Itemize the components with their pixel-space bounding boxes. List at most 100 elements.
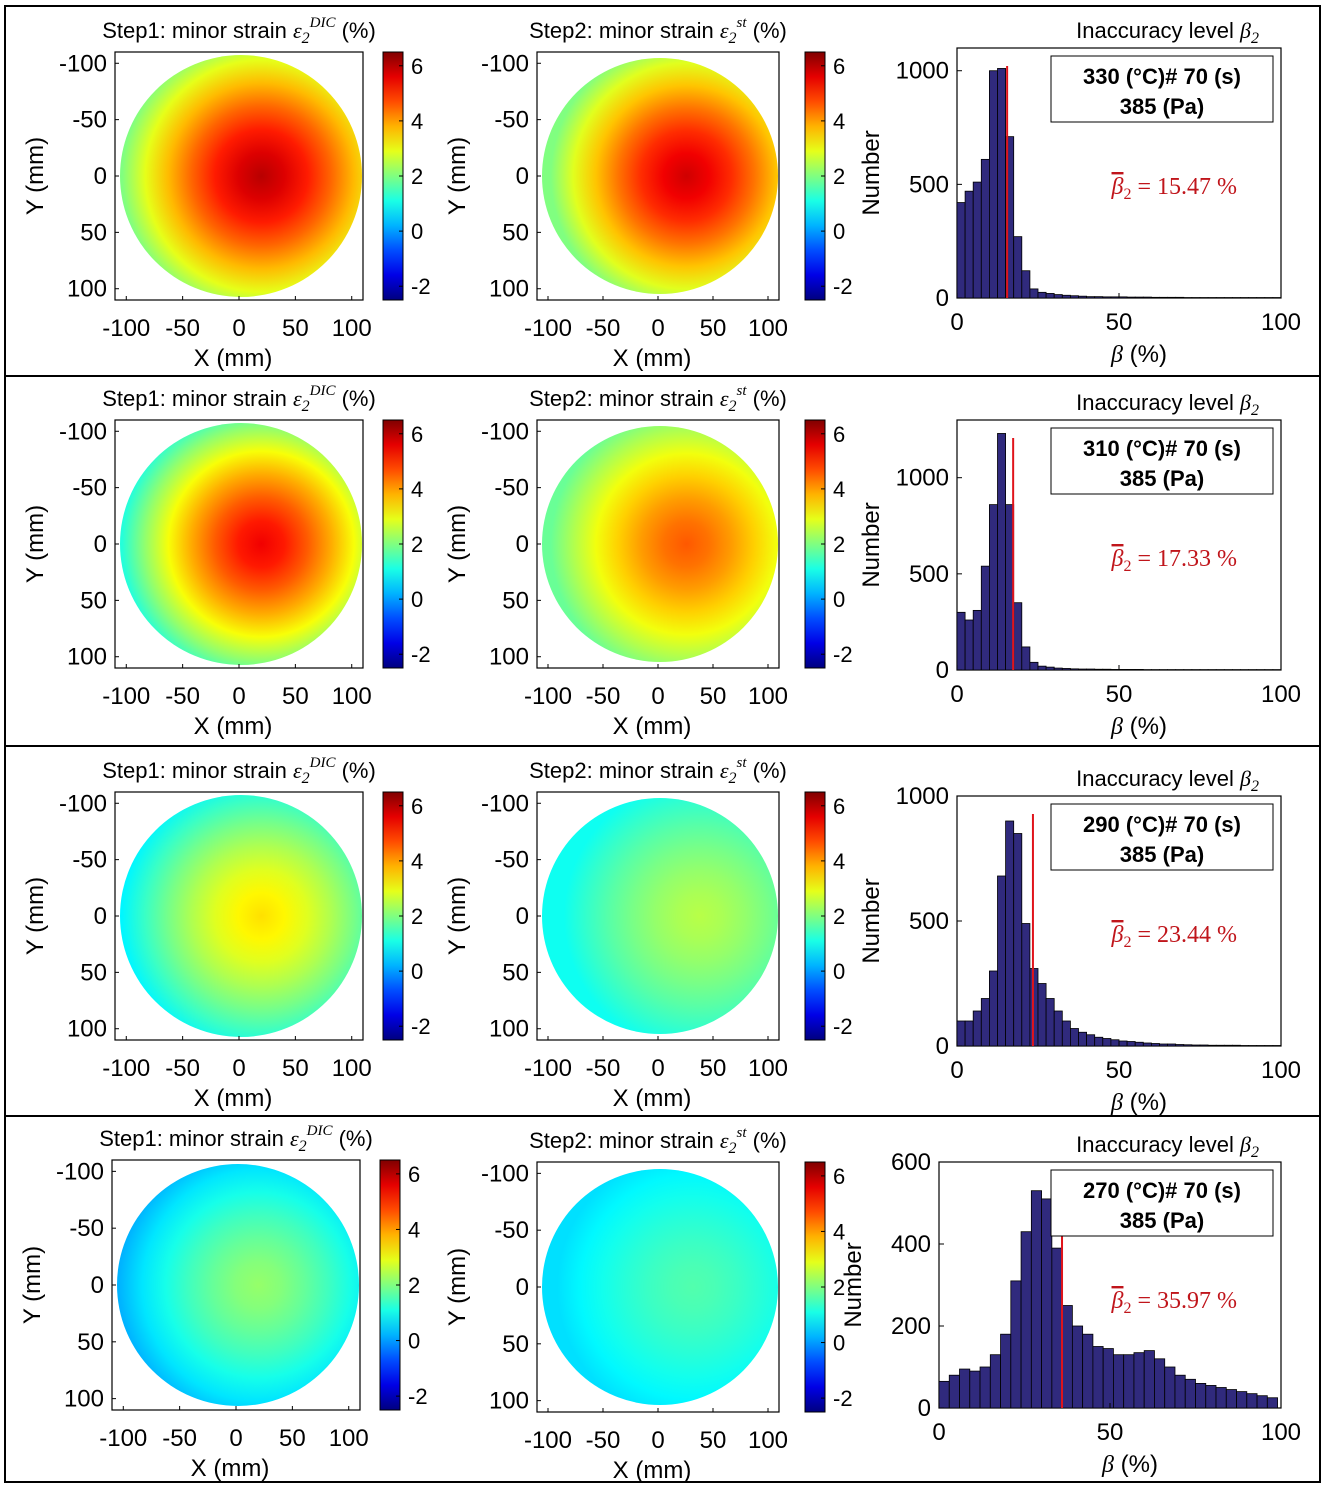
hist-bar xyxy=(1092,1346,1104,1409)
y-tick-label: -100 xyxy=(481,790,529,817)
dic-map-title: Step1: minor strain ε2DIC (%) xyxy=(102,15,376,47)
colorbar-tick-label: 2 xyxy=(833,532,845,557)
dic-map-title: Step1: minor strain ε2DIC (%) xyxy=(99,1123,373,1155)
hist-bar xyxy=(1183,1044,1193,1047)
hist-bar xyxy=(1123,1354,1135,1409)
hist-bar xyxy=(1236,1391,1248,1409)
hist-bar xyxy=(1215,1044,1225,1047)
hist-bar xyxy=(1175,296,1185,299)
hist-bar xyxy=(989,970,998,1047)
y-axis-label: Y (mm) xyxy=(444,877,471,955)
hist-bar xyxy=(1021,646,1031,671)
x-tick-label: -100 xyxy=(102,683,150,710)
x-axis-label: X (mm) xyxy=(191,1455,270,1482)
hist-bar xyxy=(969,1370,981,1409)
y-tick-label: 0 xyxy=(94,903,107,930)
hist-bar xyxy=(1159,296,1168,299)
x-tick-label: -50 xyxy=(165,1055,200,1082)
x-tick-label: -50 xyxy=(165,315,200,342)
hist-bar xyxy=(1045,666,1055,671)
colorbar-tick-label: 0 xyxy=(408,1329,420,1354)
colorbar-tick-label: -2 xyxy=(411,274,431,299)
hist-bar xyxy=(964,1020,974,1047)
hist-bar xyxy=(1223,1044,1233,1047)
hist-bar xyxy=(1013,602,1023,671)
legend-line-2: 385 (Pa) xyxy=(1120,94,1204,119)
y-tick-label: 0 xyxy=(936,657,949,684)
hist-bar xyxy=(1142,1042,1152,1047)
y-tick-label: 100 xyxy=(67,276,107,303)
hist-bar xyxy=(938,1380,950,1409)
median-annotation: β2 = 35.97 % xyxy=(1111,1288,1237,1317)
st-map-title: Step2: minor strain ε2st (%) xyxy=(529,15,787,47)
x-tick-label: 0 xyxy=(950,681,963,708)
colorbar-tick-label: 6 xyxy=(411,422,423,447)
hist-bar xyxy=(964,619,974,671)
hist-bar xyxy=(1078,295,1087,299)
x-tick-label: -100 xyxy=(524,683,572,710)
row-frame xyxy=(4,1115,1321,1483)
hist-bar xyxy=(1094,296,1104,299)
hist-title: Inaccuracy level β2 xyxy=(1076,766,1259,795)
colorbar-tick-label: -2 xyxy=(833,1386,853,1411)
dic-strain-map: Step1: minor strain ε2DIC (%) -100 -50 0 50 1… xyxy=(22,383,431,740)
strain-field xyxy=(120,423,362,665)
y-tick-label: 50 xyxy=(502,1331,529,1358)
x-tick-label: 50 xyxy=(1097,1419,1124,1446)
hist-bar xyxy=(1142,296,1152,299)
hist-bar xyxy=(1191,1044,1201,1047)
legend-line-1: 310 (°C)# 70 (s) xyxy=(1083,436,1241,461)
hist-bar xyxy=(1102,1038,1112,1047)
colorbar-tick-label: 6 xyxy=(833,1164,845,1189)
colorbar-tick-label: 6 xyxy=(833,54,845,79)
y-axis-label: Y (mm) xyxy=(444,505,471,583)
y-tick-label: -100 xyxy=(481,418,529,445)
x-tick-label: -50 xyxy=(162,1425,197,1452)
hist-title: Inaccuracy level β2 xyxy=(1076,390,1259,419)
hist-bar xyxy=(1272,1045,1282,1047)
hist-bar xyxy=(1094,1036,1104,1047)
y-tick-label: 50 xyxy=(502,219,529,246)
x-tick-label: 50 xyxy=(1106,681,1133,708)
y-axis-label: Number xyxy=(858,502,885,587)
hist-bar xyxy=(1078,1031,1087,1047)
x-tick-label: -100 xyxy=(102,1055,150,1082)
y-tick-label: -100 xyxy=(59,50,107,77)
x-tick-label: 50 xyxy=(1106,1057,1133,1084)
x-tick-label: 100 xyxy=(332,315,372,342)
hist-bar xyxy=(1010,1280,1022,1409)
colorbar-tick-label: 2 xyxy=(411,532,423,557)
y-axis-label: Y (mm) xyxy=(444,1248,471,1326)
y-tick-label: 100 xyxy=(67,644,107,671)
x-tick-label: 50 xyxy=(700,1427,727,1454)
dic-map-title: Step1: minor strain ε2DIC (%) xyxy=(102,383,376,415)
colorbar-tick-label: 0 xyxy=(411,219,423,244)
x-tick-label: 0 xyxy=(232,683,245,710)
y-tick-label: 50 xyxy=(80,587,107,614)
hist-bar xyxy=(1005,820,1015,1047)
y-tick-label: 500 xyxy=(909,561,949,588)
st-map-title: Step2: minor strain ε2st (%) xyxy=(529,755,787,787)
x-axis-label: β (%) xyxy=(1110,713,1167,740)
hist-bar xyxy=(1053,667,1063,671)
colorbar-tick-label: 2 xyxy=(833,1275,845,1300)
strain-field xyxy=(542,1169,778,1405)
hist-bar xyxy=(1110,669,1120,671)
hist-bar xyxy=(1053,1010,1063,1047)
x-tick-label: 100 xyxy=(332,1055,372,1082)
hist-bar xyxy=(979,1366,991,1409)
x-axis-label: β (%) xyxy=(1110,341,1167,368)
hist-bar xyxy=(1029,288,1039,299)
hist-bar xyxy=(1110,1039,1120,1047)
hist-bar xyxy=(1102,1348,1114,1409)
y-axis-label: Number xyxy=(840,1242,867,1327)
y-tick-label: 100 xyxy=(489,276,529,303)
hist-bar xyxy=(1154,1358,1166,1409)
hist-bar xyxy=(997,875,1007,1047)
x-tick-label: -50 xyxy=(586,315,621,342)
y-tick-label: 50 xyxy=(80,959,107,986)
hist-bar xyxy=(972,181,982,299)
hist-bar xyxy=(1134,669,1144,671)
